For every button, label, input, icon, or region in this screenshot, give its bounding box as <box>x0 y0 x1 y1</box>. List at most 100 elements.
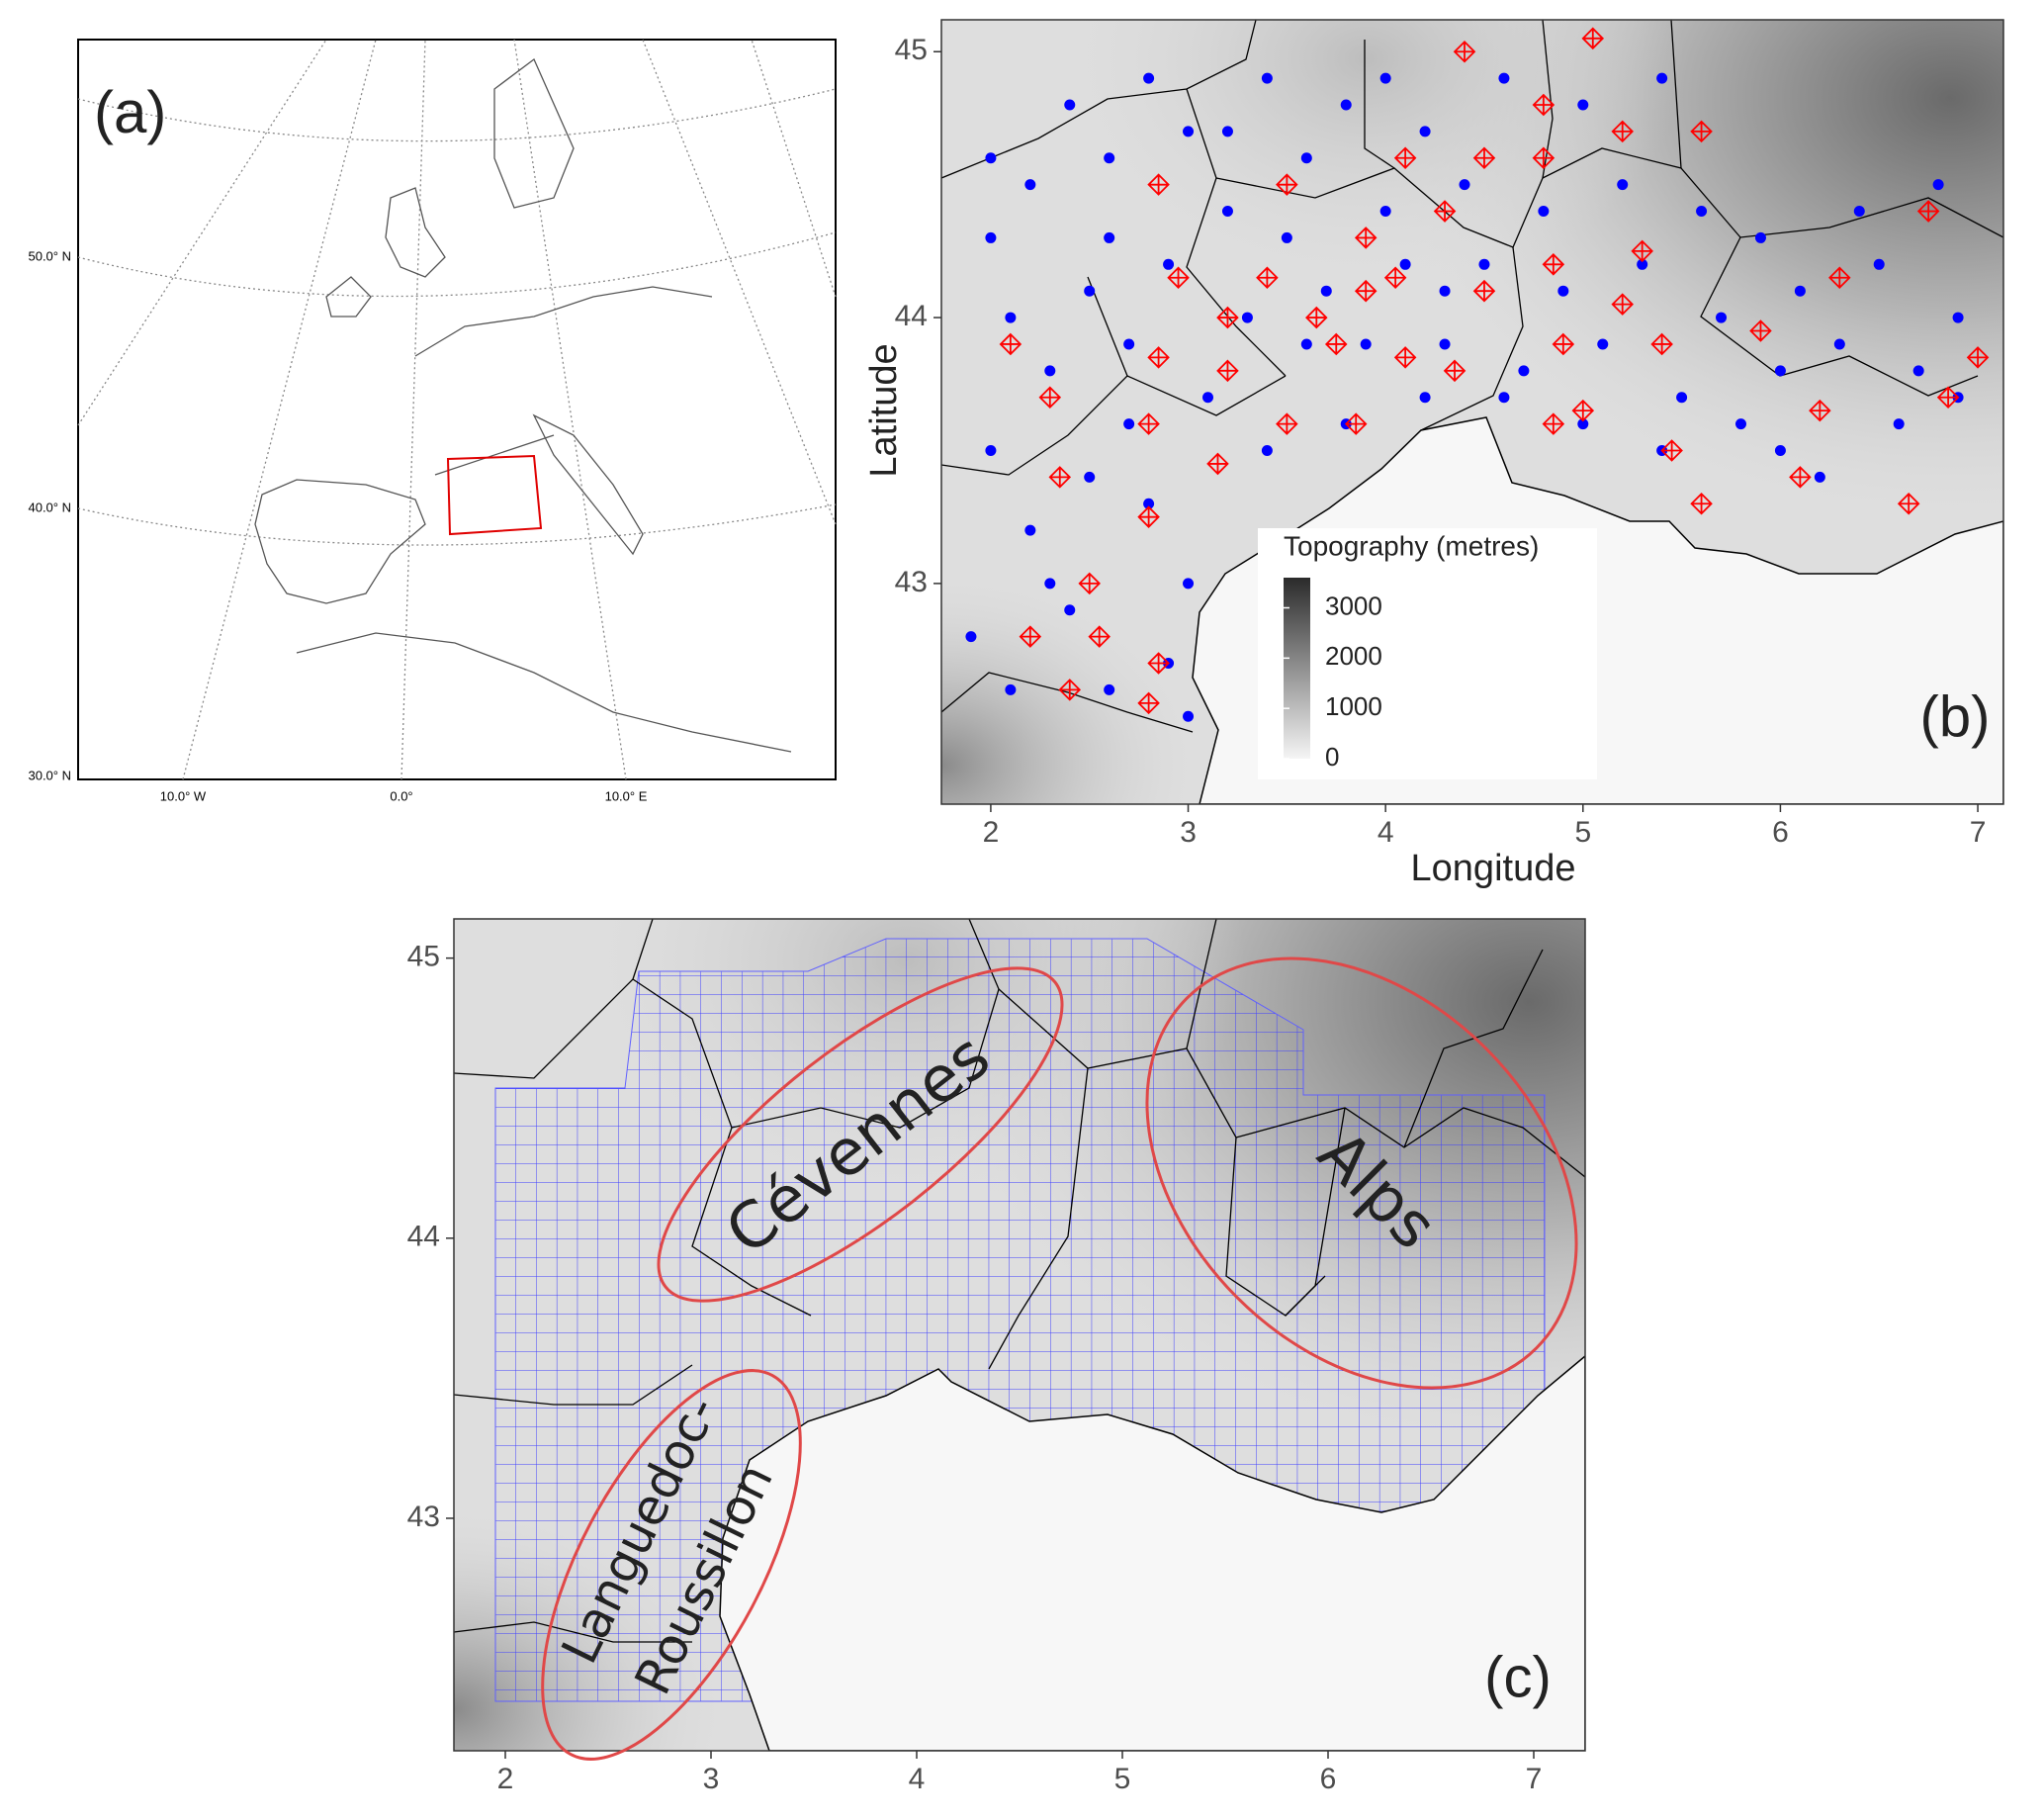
station <box>1104 231 1115 243</box>
station <box>1814 471 1825 483</box>
reference-station <box>1916 200 1940 223</box>
station <box>1459 179 1470 191</box>
y-tick-label: 44 <box>407 1221 440 1253</box>
reference-station <box>1828 266 1851 290</box>
reference-station <box>1048 466 1072 489</box>
station <box>1498 72 1510 84</box>
panel-b: Topography (metres) Longitude Latitude (… <box>863 19 2004 889</box>
graticule <box>77 39 837 780</box>
study-area-box <box>446 454 543 536</box>
reference-station <box>1256 266 1279 290</box>
station <box>1183 578 1195 590</box>
reference-station <box>1611 120 1634 143</box>
lat-label: 30.0° N <box>28 768 71 782</box>
station <box>1143 498 1155 509</box>
reference-station <box>1542 412 1565 435</box>
x-tick-label: 6 <box>1320 1763 1337 1795</box>
station <box>1005 683 1017 695</box>
reference-station <box>1344 412 1368 435</box>
station <box>1577 99 1589 111</box>
reference-station <box>1088 625 1111 648</box>
station <box>1340 99 1352 111</box>
station <box>1734 418 1746 430</box>
station <box>1478 258 1490 270</box>
reference-station <box>1216 306 1239 329</box>
station <box>1873 258 1885 270</box>
station <box>1024 179 1036 191</box>
reference-station <box>1433 200 1457 223</box>
station <box>1419 392 1431 404</box>
station <box>1123 418 1135 430</box>
station <box>1163 258 1175 270</box>
station <box>985 152 997 164</box>
stations <box>965 27 1990 722</box>
reference-station <box>1393 146 1417 170</box>
legend-tick-label: 0 <box>1325 742 1339 772</box>
reference-station <box>1324 332 1348 356</box>
reference-station <box>1936 386 1960 409</box>
lon-label: 0.0° <box>390 788 412 803</box>
reference-station <box>1581 27 1605 50</box>
reference-station <box>1137 412 1160 435</box>
map-frame <box>77 39 837 780</box>
reference-station <box>1443 359 1466 383</box>
station <box>1794 285 1806 297</box>
station <box>1399 258 1411 270</box>
y-tick-label: 45 <box>895 34 928 66</box>
coastline <box>254 57 792 753</box>
reference-station <box>1383 266 1407 290</box>
station <box>1419 126 1431 137</box>
station <box>1300 152 1312 164</box>
plot-frame <box>453 918 1586 1752</box>
plot-frame <box>940 19 2004 805</box>
station <box>1439 338 1451 350</box>
reference-station <box>1650 332 1673 356</box>
reference-station <box>1690 492 1713 515</box>
x-tick-label: 2 <box>497 1763 514 1795</box>
station <box>1261 444 1273 456</box>
lat-label: 40.0° N <box>28 500 71 514</box>
station <box>1104 152 1115 164</box>
station <box>1084 471 1096 483</box>
station <box>1183 126 1195 137</box>
station <box>1696 206 1708 218</box>
x-tick-label: 3 <box>703 1763 720 1795</box>
station <box>1281 231 1292 243</box>
station <box>1104 683 1115 695</box>
x-axis-title: Longitude <box>1411 848 1576 889</box>
station <box>1360 338 1372 350</box>
station <box>1439 285 1451 297</box>
reference-station <box>1019 625 1042 648</box>
reference-station <box>1147 652 1170 675</box>
station <box>1498 392 1510 404</box>
station <box>1637 258 1648 270</box>
reference-station <box>1789 466 1812 489</box>
station <box>1064 99 1076 111</box>
legend-colorbar <box>1284 578 1310 759</box>
station <box>985 231 997 243</box>
station <box>1518 365 1530 377</box>
reference-station <box>1749 319 1772 342</box>
station <box>1261 72 1273 84</box>
station <box>1833 338 1845 350</box>
legend-title: Topography (metres) <box>1284 530 1539 561</box>
station <box>1005 312 1017 323</box>
reference-station <box>1453 40 1476 63</box>
reference-station <box>1147 346 1170 369</box>
y-tick-label: 44 <box>895 300 928 332</box>
station <box>965 631 977 643</box>
reference-station <box>1305 306 1328 329</box>
panel-c: Cévennes Alps Languedoc- Roussillon (c) … <box>407 918 1586 1795</box>
reference-station <box>1897 492 1920 515</box>
station <box>1577 418 1589 430</box>
panel-a: (a) 50.0° N 40.0° N 30.0° N 10.0° W 0.0°… <box>28 39 837 803</box>
x-tick-label: 5 <box>1574 816 1591 849</box>
station <box>1183 710 1195 722</box>
reference-station <box>1354 279 1377 303</box>
reference-station <box>1147 173 1170 196</box>
reference-station <box>1393 346 1417 369</box>
lon-label: 10.0° E <box>605 788 648 803</box>
lon-label: 10.0° W <box>160 788 207 803</box>
reference-station <box>1552 332 1575 356</box>
